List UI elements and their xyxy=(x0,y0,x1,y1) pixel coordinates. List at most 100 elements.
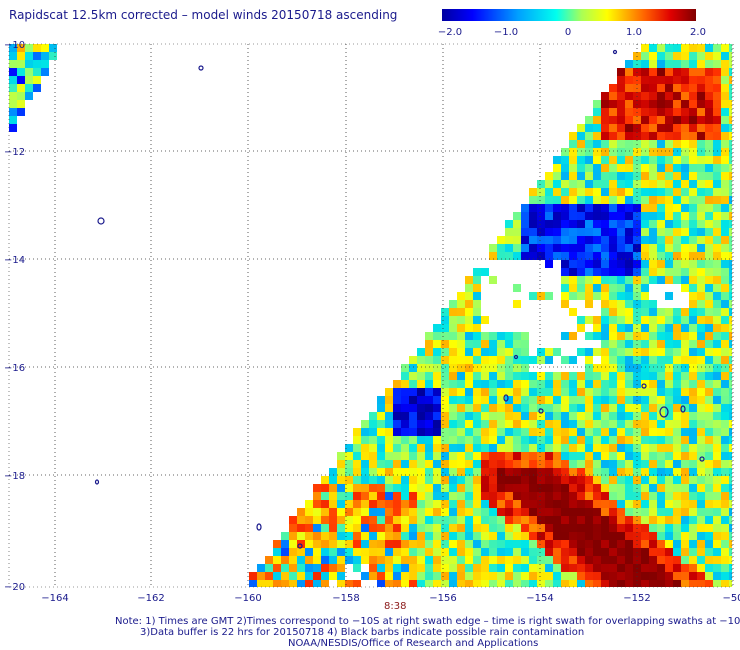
wind-cell xyxy=(689,508,697,516)
wind-cell xyxy=(697,348,705,356)
wind-cell xyxy=(673,404,681,412)
wind-cell xyxy=(729,196,732,204)
wind-cell xyxy=(513,252,521,260)
wind-cell xyxy=(369,532,377,540)
wind-cell xyxy=(537,388,545,396)
wind-cell xyxy=(449,492,457,500)
wind-cell xyxy=(665,196,673,204)
wind-cell xyxy=(721,276,729,284)
wind-cell xyxy=(681,68,689,76)
lat-lon-grid xyxy=(9,44,734,587)
wind-cell xyxy=(721,108,729,116)
wind-cell xyxy=(625,572,633,580)
wind-cell xyxy=(609,332,617,340)
wind-cell xyxy=(353,436,361,444)
wind-cell xyxy=(433,492,441,500)
wind-cell xyxy=(673,172,681,180)
wind-cell xyxy=(609,164,617,172)
wind-cell xyxy=(625,172,633,180)
wind-cell xyxy=(681,164,689,172)
wind-cell xyxy=(585,556,593,564)
wind-cell xyxy=(433,468,441,476)
wind-cell xyxy=(465,580,473,587)
wind-cell xyxy=(481,356,489,364)
wind-cell xyxy=(449,476,457,484)
wind-cell xyxy=(249,572,257,580)
wind-cell xyxy=(329,484,337,492)
wind-cell xyxy=(625,540,633,548)
wind-cell xyxy=(449,548,457,556)
wind-cell xyxy=(625,268,633,276)
wind-cell xyxy=(729,172,732,180)
wind-cell xyxy=(273,564,281,572)
wind-cell xyxy=(457,372,465,380)
wind-cell xyxy=(641,108,649,116)
wind-cell xyxy=(665,52,673,60)
wind-cell xyxy=(601,108,609,116)
wind-cell xyxy=(569,132,577,140)
wind-cell xyxy=(689,492,697,500)
wind-cell xyxy=(369,484,377,492)
wind-cell xyxy=(713,564,721,572)
wind-cell xyxy=(673,132,681,140)
wind-cell xyxy=(329,516,337,524)
wind-cell xyxy=(473,428,481,436)
wind-cell xyxy=(625,356,633,364)
wind-cell xyxy=(673,148,681,156)
wind-cell xyxy=(9,44,17,52)
wind-cell xyxy=(425,364,433,372)
wind-cell xyxy=(377,428,385,436)
wind-cell xyxy=(601,332,609,340)
wind-cell xyxy=(625,404,633,412)
wind-cell xyxy=(473,484,481,492)
wind-cell xyxy=(713,188,721,196)
wind-cell xyxy=(417,356,425,364)
wind-cell xyxy=(609,460,617,468)
wind-cell xyxy=(593,284,601,292)
wind-cell xyxy=(465,436,473,444)
wind-cell xyxy=(665,292,673,300)
wind-cell xyxy=(545,556,553,564)
wind-cell xyxy=(705,100,713,108)
wind-cell xyxy=(585,500,593,508)
wind-cell xyxy=(441,356,449,364)
wind-cell xyxy=(497,572,505,580)
wind-cell xyxy=(721,468,729,476)
wind-cell xyxy=(441,540,449,548)
wind-cell xyxy=(385,412,393,420)
wind-cell xyxy=(497,524,505,532)
axis-tick-labels: −164−162−160−158−156−154−152−50−10−12−14… xyxy=(4,40,740,604)
wind-cell xyxy=(617,516,625,524)
wind-cell xyxy=(649,500,657,508)
colorbar-label: 1.0 xyxy=(626,27,642,38)
wind-cell xyxy=(9,84,17,92)
wind-cell xyxy=(609,108,617,116)
wind-cell xyxy=(657,380,665,388)
wind-cell xyxy=(433,388,441,396)
wind-cell xyxy=(505,340,513,348)
wind-cell xyxy=(673,76,681,84)
wind-cell xyxy=(609,468,617,476)
wind-cell xyxy=(537,212,545,220)
wind-cell xyxy=(513,396,521,404)
wind-cell xyxy=(449,444,457,452)
wind-cell xyxy=(625,476,633,484)
wind-cell xyxy=(649,516,657,524)
wind-cell xyxy=(609,148,617,156)
wind-cell xyxy=(689,84,697,92)
wind-cell xyxy=(553,452,561,460)
wind-cell xyxy=(529,428,537,436)
wind-cell xyxy=(617,460,625,468)
wind-cell xyxy=(521,364,529,372)
wind-cell xyxy=(665,116,673,124)
wind-cell xyxy=(697,220,705,228)
wind-cell xyxy=(425,500,433,508)
wind-cell xyxy=(361,500,369,508)
wind-cell xyxy=(425,356,433,364)
wind-cell xyxy=(697,196,705,204)
wind-cell xyxy=(601,548,609,556)
wind-cell xyxy=(721,228,729,236)
island xyxy=(612,49,618,55)
wind-cell xyxy=(625,508,633,516)
wind-cell xyxy=(473,468,481,476)
